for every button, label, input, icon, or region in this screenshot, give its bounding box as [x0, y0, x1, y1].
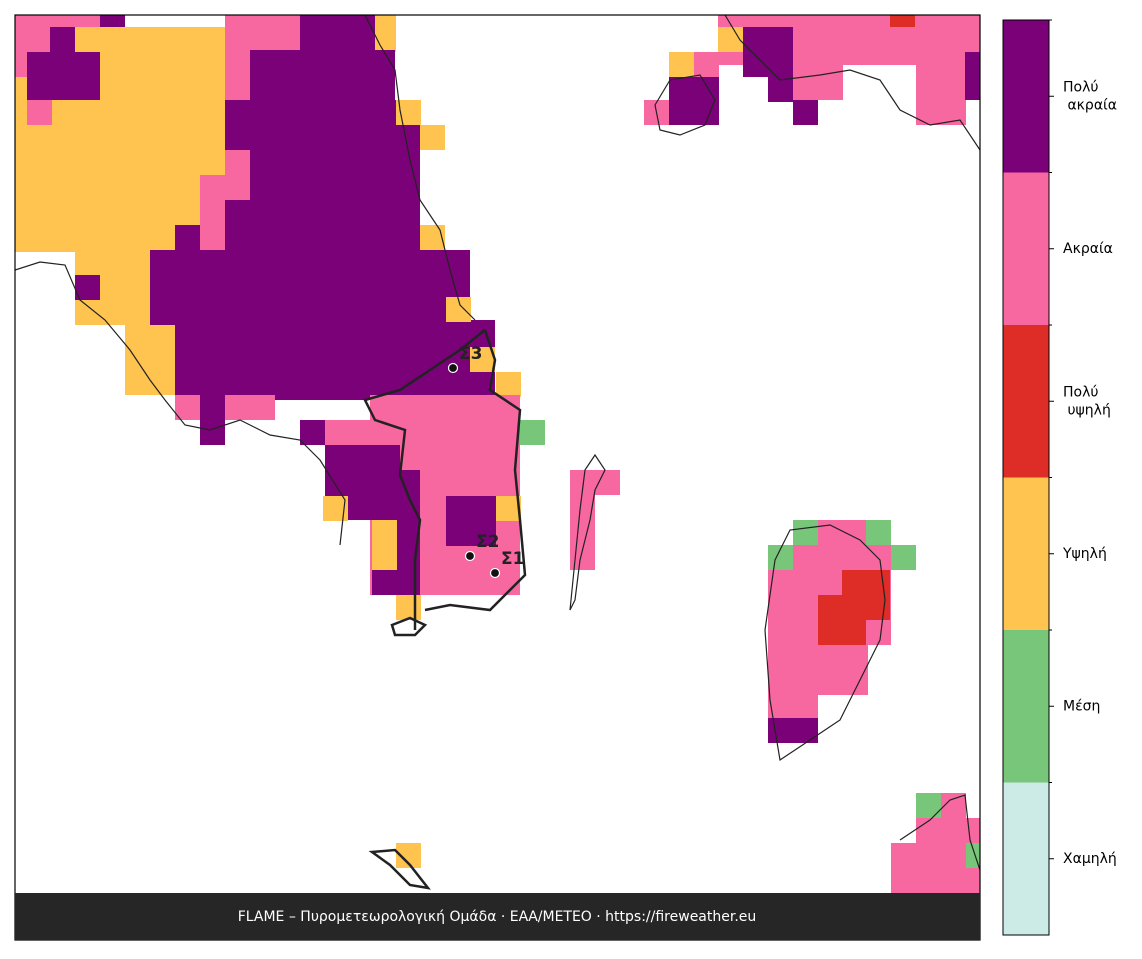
colorbar-segment — [1003, 20, 1049, 173]
risk-cell — [891, 545, 916, 570]
risk-cell — [175, 225, 200, 250]
colorbar-segment — [1003, 477, 1049, 630]
risk-cell — [768, 77, 793, 102]
colorbar-segment — [1003, 172, 1049, 325]
colorbar-label: Πολύ υψηλή — [1063, 384, 1111, 418]
risk-cell — [372, 570, 397, 595]
colorbar-frame — [1002, 19, 1050, 936]
risk-cell — [372, 520, 397, 570]
risk-cell — [27, 52, 100, 100]
risk-cell — [150, 250, 470, 325]
risk-cell — [75, 275, 100, 300]
coastline — [15, 15, 980, 871]
risk-cell — [768, 695, 818, 720]
risk-cell — [225, 100, 420, 250]
risk-cell — [225, 150, 250, 200]
risk-cell — [420, 225, 445, 250]
colorbar-segment — [1003, 630, 1049, 783]
colorbar-segment — [1003, 325, 1049, 478]
station-label: Σ1 — [501, 549, 524, 569]
risk-cell — [446, 496, 496, 546]
risk-cell — [965, 52, 980, 100]
footer-bar — [15, 893, 980, 940]
risk-cell — [891, 843, 916, 893]
colorbar: Χαμηλή Μέση Υψηλή Πολύ υψηλή Ακραία Πολύ ακρα… — [1002, 19, 1117, 936]
risk-cell — [866, 520, 891, 545]
risk-cell — [570, 495, 595, 570]
risk-grid — [15, 15, 980, 893]
footer-credit: FLAME – Πυρομετεωρολογική Ομάδα · ΕΑΑ/ME… — [238, 909, 757, 925]
station-marker — [447, 362, 459, 374]
colorbar-label: Υψηλή — [1062, 546, 1107, 562]
risk-cell — [200, 175, 225, 250]
risk-cell — [694, 52, 719, 77]
station-label: Σ3 — [459, 344, 482, 364]
risk-cell — [325, 420, 375, 445]
risk-cell — [496, 372, 521, 397]
risk-cell — [743, 27, 793, 77]
risk-cell — [520, 420, 545, 445]
colorbar-label: Μέση — [1063, 698, 1100, 714]
colorbar-label: Πολύ ακραία — [1063, 79, 1117, 113]
risk-cell — [396, 595, 421, 620]
risk-cell — [200, 395, 225, 445]
risk-cell — [15, 15, 100, 27]
colorbar-segment — [1003, 782, 1049, 935]
risk-cell — [793, 65, 843, 100]
risk-cell — [27, 100, 52, 125]
risk-cell — [818, 595, 866, 645]
risk-cell — [100, 15, 125, 27]
station-label: Σ2 — [476, 532, 499, 552]
risk-cell — [669, 77, 719, 125]
risk-cell — [420, 125, 445, 150]
risk-cell — [175, 395, 200, 420]
risk-cell — [669, 52, 694, 77]
risk-cell — [890, 15, 915, 27]
border — [363, 329, 527, 890]
colorbar-label: Χαμηλή — [1063, 851, 1117, 867]
colorbar-label: Ακραία — [1063, 241, 1113, 257]
risk-cell — [793, 520, 818, 545]
station-marker — [464, 550, 476, 562]
risk-cell — [916, 793, 941, 818]
risk-cell — [225, 395, 275, 420]
risk-cell — [916, 65, 966, 125]
risk-cell — [793, 100, 818, 125]
station-marker — [489, 567, 501, 579]
risk-cell — [966, 843, 980, 868]
risk-cell — [175, 320, 495, 395]
risk-cell — [300, 420, 325, 445]
risk-cell — [50, 27, 75, 52]
risk-cell — [718, 27, 743, 52]
